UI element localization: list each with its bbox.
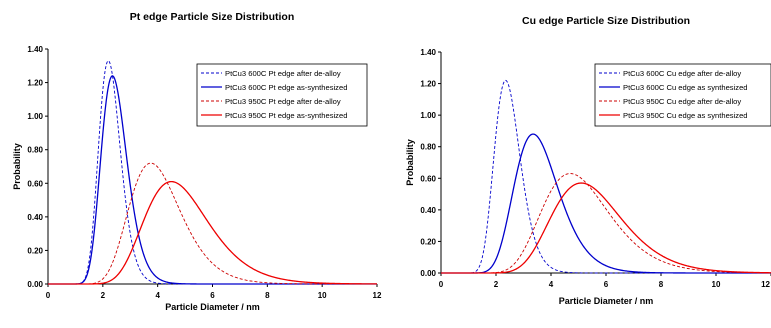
- legend-label: PtCu3 600C Pt edge after de-alloy: [225, 69, 341, 78]
- legend: PtCu3 600C Pt edge after de-alloy PtCu3 6…: [196, 63, 368, 127]
- y-tick-label: 0.60: [420, 174, 436, 183]
- series-line-3: [441, 173, 771, 274]
- x-tick-label: 6: [210, 291, 215, 300]
- x-tick-label: 4: [155, 291, 160, 300]
- series-line-4: [48, 180, 378, 285]
- y-tick-label: 0.60: [27, 179, 43, 188]
- y-tick-label: 0.20: [420, 237, 436, 246]
- y-tick-label: 0.00: [27, 280, 43, 289]
- chart-title: Pt edge Particle Size Distribution: [130, 11, 295, 23]
- y-tick-label: 1.20: [27, 79, 43, 88]
- series-line-3: [48, 162, 377, 285]
- x-tick-label: 10: [712, 280, 721, 289]
- x-tick-label: 2: [101, 291, 106, 300]
- y-axis-title: Probability: [405, 139, 415, 186]
- y-tick-label: 1.00: [420, 111, 436, 120]
- y-tick-label: 1.00: [27, 112, 43, 121]
- x-tick-label: 6: [604, 280, 609, 289]
- legend-box: [196, 63, 368, 127]
- x-tick-label: 12: [373, 291, 382, 300]
- x-tick-label: 8: [265, 291, 270, 300]
- y-tick-label: 0.80: [420, 143, 436, 152]
- x-tick-label: 8: [659, 280, 664, 289]
- y-tick-label: 1.20: [420, 80, 436, 89]
- legend-label: PtCu3 950C Pt edge after de-alloy: [225, 97, 341, 106]
- y-tick-label: 0.40: [420, 206, 436, 215]
- x-tick-label: 0: [46, 291, 51, 300]
- x-tick-label: 12: [761, 280, 770, 289]
- x-tick-label: 10: [318, 291, 327, 300]
- chart-title: Cu edge Particle Size Distribution: [522, 15, 690, 27]
- y-tick-label: 0.80: [27, 146, 43, 155]
- series-line-4: [441, 182, 771, 274]
- legend-label: PtCu3 950C Cu edge as synthesized: [623, 111, 748, 120]
- legend-label: PtCu3 950C Pt edge as-synthesized: [225, 111, 347, 120]
- x-tick-label: 0: [439, 280, 444, 289]
- chart-panel-1: Pt edge Particle Size Distribution 0.00 0.…: [12, 11, 382, 312]
- x-axis-title: Particle Diameter / nm: [165, 302, 260, 312]
- legend-label: PtCu3 600C Cu edge after de-alloy: [623, 69, 741, 78]
- y-tick-label: 0.20: [27, 246, 43, 255]
- legend-label: PtCu3 600C Pt edge as-synthesized: [225, 83, 347, 92]
- y-tick-label: 0.00: [420, 269, 436, 278]
- legend-label: PtCu3 950C Cu edge after de-alloy: [623, 97, 741, 106]
- x-tick-label: 2: [494, 280, 499, 289]
- legend-label: PtCu3 600C Cu edge as synthesized: [623, 83, 748, 92]
- x-tick-label: 4: [549, 280, 554, 289]
- y-tick-label: 0.40: [27, 213, 43, 222]
- legend-box: [594, 63, 771, 127]
- chart-panel-2: Cu edge Particle Size Distribution 0.00 0.…: [405, 15, 771, 306]
- y-tick-label: 1.40: [420, 48, 436, 57]
- y-axis-title: Probability: [12, 143, 22, 190]
- x-axis-title: Particle Diameter / nm: [559, 296, 654, 306]
- y-tick-label: 1.40: [27, 45, 43, 54]
- series-line-2: [441, 133, 771, 274]
- legend: PtCu3 600C Cu edge after de-alloy PtCu3 6…: [594, 63, 771, 127]
